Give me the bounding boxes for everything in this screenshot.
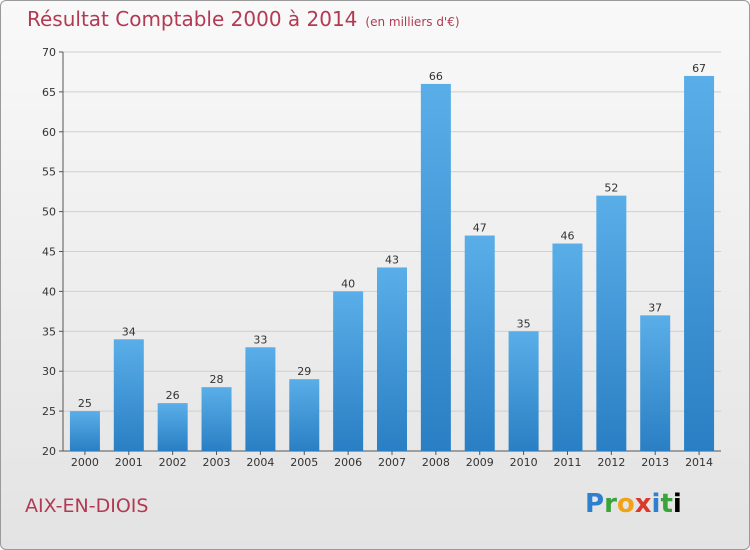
y-tick-label: 55 xyxy=(42,166,56,179)
bars xyxy=(69,75,715,452)
bar xyxy=(69,411,100,451)
bar xyxy=(113,339,144,451)
x-tick-label: 2002 xyxy=(159,456,187,469)
bar xyxy=(508,331,539,451)
bar xyxy=(201,387,232,451)
logo-letter: i xyxy=(651,489,661,519)
data-label: 33 xyxy=(253,333,267,346)
x-tick-label: 2009 xyxy=(466,456,494,469)
y-tick-label: 65 xyxy=(42,86,56,99)
x-tick-label: 2005 xyxy=(290,456,318,469)
data-label: 52 xyxy=(604,182,618,195)
bar xyxy=(596,195,627,451)
logo-letter: r xyxy=(604,489,617,519)
logo-letter: o xyxy=(616,489,635,519)
y-tick-label: 60 xyxy=(42,126,56,139)
logo-letter: x xyxy=(634,489,652,519)
labels: 20 25 30 35 40 45 50 55 60 65 70 25 2000 34 2001 26 2002… xyxy=(42,46,713,469)
data-label: 66 xyxy=(429,70,443,83)
y-tick-label: 70 xyxy=(42,46,56,59)
x-tick-label: 2012 xyxy=(597,456,625,469)
bar xyxy=(640,315,671,451)
data-label: 34 xyxy=(122,325,136,338)
y-tick-label: 20 xyxy=(42,445,56,458)
logo-letter: i xyxy=(672,489,682,519)
x-tick-label: 2000 xyxy=(71,456,99,469)
bar xyxy=(552,243,583,451)
x-tick-label: 2006 xyxy=(334,456,362,469)
y-tick-label: 50 xyxy=(42,206,56,219)
data-label: 43 xyxy=(385,253,399,266)
logo-letter: P xyxy=(585,489,605,519)
x-tick-label: 2013 xyxy=(641,456,669,469)
bar xyxy=(464,235,495,451)
x-tick-label: 2007 xyxy=(378,456,406,469)
bar xyxy=(245,347,276,451)
bar xyxy=(289,379,320,451)
proxiti-logo: Proxiti xyxy=(585,489,682,519)
data-label: 67 xyxy=(692,62,706,75)
data-label: 46 xyxy=(560,230,574,243)
bar xyxy=(420,83,451,452)
data-label: 47 xyxy=(473,222,487,235)
x-tick-label: 2011 xyxy=(553,456,581,469)
data-label: 29 xyxy=(297,365,311,378)
commune-name: AIX-EN-DIOIS xyxy=(25,495,149,517)
chart-unit: (en milliers d'€) xyxy=(365,15,460,29)
data-label: 26 xyxy=(166,389,180,402)
data-label: 37 xyxy=(648,301,662,314)
x-tick-label: 2010 xyxy=(510,456,538,469)
bar xyxy=(157,403,188,451)
x-tick-label: 2001 xyxy=(115,456,143,469)
data-label: 40 xyxy=(341,277,355,290)
x-tick-label: 2004 xyxy=(246,456,274,469)
bar xyxy=(684,75,715,451)
y-tick-label: 25 xyxy=(42,405,56,418)
bar xyxy=(377,267,407,451)
chart-title-text: Résultat Comptable 2000 à 2014 xyxy=(27,7,358,31)
x-tick-label: 2003 xyxy=(203,456,231,469)
data-label: 35 xyxy=(517,317,531,330)
data-label: 25 xyxy=(78,397,92,410)
chart-title: Résultat Comptable 2000 à 2014 (en millie… xyxy=(27,7,460,31)
y-tick-label: 30 xyxy=(42,365,56,378)
bar xyxy=(333,291,364,451)
x-tick-label: 2008 xyxy=(422,456,450,469)
y-tick-label: 35 xyxy=(42,325,56,338)
y-tick-label: 40 xyxy=(42,285,56,298)
logo-letter: t xyxy=(660,489,673,519)
y-tick-label: 45 xyxy=(42,246,56,259)
data-label: 28 xyxy=(210,373,224,386)
x-tick-label: 2014 xyxy=(685,456,713,469)
